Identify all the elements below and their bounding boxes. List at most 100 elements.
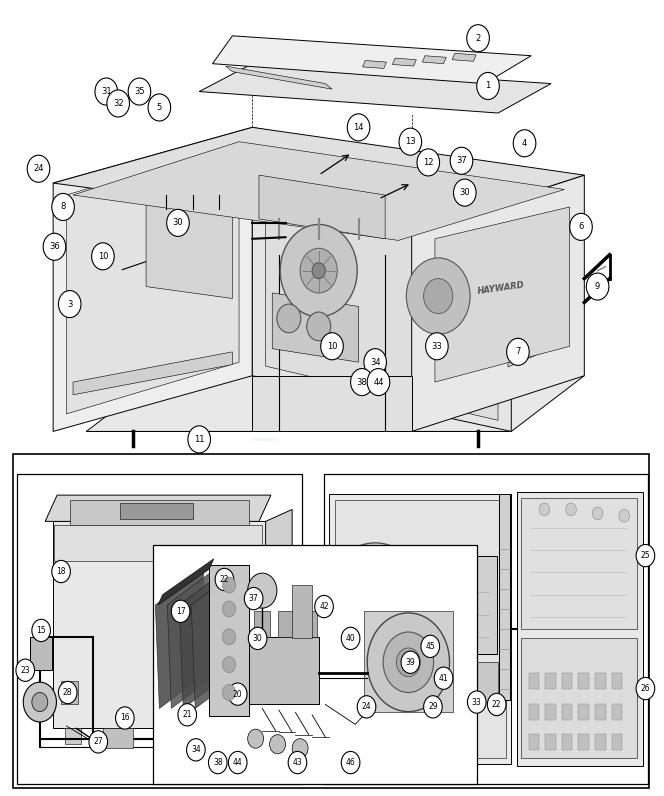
Polygon shape: [517, 492, 643, 766]
Circle shape: [228, 751, 247, 774]
Polygon shape: [499, 494, 510, 700]
Text: 24: 24: [33, 164, 44, 174]
Circle shape: [467, 691, 486, 713]
Circle shape: [92, 243, 114, 270]
Text: 30: 30: [253, 634, 262, 643]
Polygon shape: [70, 500, 249, 525]
Circle shape: [321, 333, 343, 360]
Polygon shape: [103, 728, 133, 748]
Polygon shape: [278, 611, 293, 637]
Polygon shape: [301, 611, 317, 637]
FancyBboxPatch shape: [545, 704, 556, 720]
Text: 30: 30: [173, 218, 183, 228]
Text: 22: 22: [492, 700, 501, 709]
Circle shape: [487, 693, 506, 716]
Text: 44: 44: [373, 377, 384, 387]
Circle shape: [424, 696, 442, 718]
Polygon shape: [53, 127, 584, 231]
Circle shape: [364, 349, 386, 376]
Polygon shape: [412, 175, 584, 431]
FancyBboxPatch shape: [578, 673, 589, 689]
Circle shape: [357, 696, 376, 718]
Circle shape: [467, 25, 489, 52]
Circle shape: [58, 681, 77, 704]
Text: 45: 45: [426, 642, 435, 651]
FancyBboxPatch shape: [13, 454, 649, 788]
FancyBboxPatch shape: [578, 704, 589, 720]
FancyBboxPatch shape: [595, 734, 606, 750]
Circle shape: [222, 601, 236, 617]
Circle shape: [32, 619, 50, 642]
Circle shape: [248, 729, 264, 748]
Polygon shape: [120, 503, 193, 519]
Text: 6: 6: [578, 222, 584, 232]
FancyBboxPatch shape: [562, 734, 572, 750]
Text: 10: 10: [98, 252, 108, 261]
Circle shape: [107, 90, 129, 117]
FancyBboxPatch shape: [595, 704, 606, 720]
Polygon shape: [392, 58, 416, 66]
FancyBboxPatch shape: [529, 704, 539, 720]
Polygon shape: [335, 500, 506, 758]
Text: 12: 12: [423, 158, 434, 167]
Polygon shape: [86, 376, 584, 431]
Text: 11: 11: [194, 435, 205, 444]
FancyBboxPatch shape: [545, 673, 556, 689]
Polygon shape: [155, 569, 207, 708]
Text: 10: 10: [327, 341, 337, 351]
Polygon shape: [408, 662, 498, 702]
Polygon shape: [452, 53, 476, 61]
Text: 33: 33: [472, 697, 481, 707]
FancyBboxPatch shape: [595, 673, 606, 689]
Text: 26: 26: [641, 684, 650, 693]
Text: 25: 25: [641, 551, 650, 560]
Polygon shape: [292, 585, 312, 638]
Circle shape: [270, 735, 286, 754]
Text: inthepool: inthepool: [253, 437, 278, 442]
Circle shape: [343, 567, 407, 643]
Text: 32: 32: [113, 99, 124, 108]
Circle shape: [592, 507, 603, 520]
Circle shape: [222, 685, 236, 700]
Polygon shape: [508, 249, 561, 276]
Text: 35: 35: [134, 87, 145, 96]
Polygon shape: [231, 728, 247, 744]
Circle shape: [188, 426, 210, 453]
Circle shape: [288, 751, 307, 774]
Circle shape: [362, 589, 388, 621]
Circle shape: [421, 635, 440, 657]
Text: 15: 15: [37, 626, 46, 635]
Circle shape: [43, 233, 66, 260]
Circle shape: [208, 751, 227, 774]
Text: 23: 23: [21, 665, 30, 675]
Text: 41: 41: [439, 673, 448, 683]
Circle shape: [23, 682, 56, 722]
Circle shape: [323, 543, 427, 667]
Polygon shape: [254, 611, 270, 637]
Text: 36: 36: [49, 242, 60, 252]
Text: 8: 8: [60, 202, 66, 212]
Polygon shape: [266, 139, 498, 420]
Polygon shape: [73, 352, 232, 395]
Text: 13: 13: [405, 137, 416, 146]
Text: 3: 3: [67, 299, 72, 309]
Polygon shape: [159, 731, 186, 752]
Polygon shape: [435, 207, 570, 382]
Text: 17: 17: [176, 607, 185, 616]
Text: 39: 39: [406, 657, 415, 667]
Circle shape: [513, 130, 536, 157]
Text: 16: 16: [120, 713, 129, 723]
Text: 42: 42: [319, 602, 329, 611]
Circle shape: [406, 258, 470, 334]
Polygon shape: [45, 495, 271, 521]
Polygon shape: [199, 64, 551, 113]
Polygon shape: [272, 293, 359, 362]
Polygon shape: [53, 127, 252, 431]
FancyBboxPatch shape: [153, 545, 477, 784]
Circle shape: [619, 509, 629, 522]
Circle shape: [367, 369, 390, 396]
Text: 34: 34: [191, 745, 201, 755]
FancyBboxPatch shape: [562, 704, 572, 720]
Circle shape: [383, 632, 434, 693]
Text: 40: 40: [346, 634, 355, 643]
